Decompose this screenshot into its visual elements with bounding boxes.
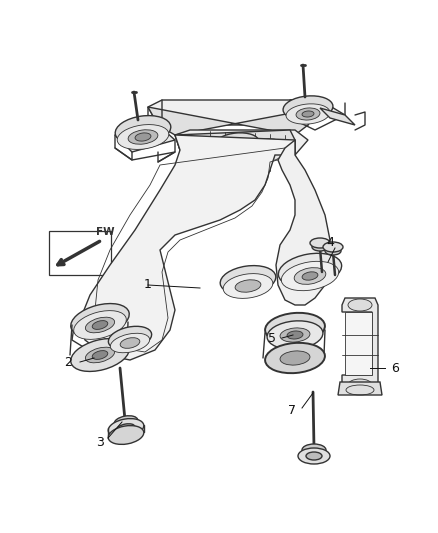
Polygon shape	[345, 312, 372, 375]
Polygon shape	[148, 107, 318, 135]
Ellipse shape	[108, 418, 144, 438]
Text: 5: 5	[268, 332, 276, 344]
Text: 2: 2	[64, 356, 72, 368]
Ellipse shape	[348, 379, 372, 391]
Ellipse shape	[85, 317, 115, 333]
Polygon shape	[80, 135, 295, 360]
Ellipse shape	[256, 150, 274, 158]
Ellipse shape	[348, 299, 372, 311]
Ellipse shape	[296, 108, 320, 120]
Ellipse shape	[117, 424, 135, 432]
Ellipse shape	[287, 331, 303, 339]
Ellipse shape	[92, 351, 108, 359]
Ellipse shape	[114, 416, 138, 428]
Ellipse shape	[280, 328, 310, 342]
Text: 1: 1	[144, 279, 152, 292]
Ellipse shape	[323, 242, 343, 252]
Ellipse shape	[265, 343, 325, 373]
Polygon shape	[115, 125, 175, 152]
Ellipse shape	[117, 125, 169, 149]
Ellipse shape	[294, 268, 326, 284]
Ellipse shape	[302, 272, 318, 280]
Ellipse shape	[217, 140, 257, 158]
Polygon shape	[338, 382, 382, 395]
Ellipse shape	[135, 133, 151, 141]
Polygon shape	[295, 100, 340, 118]
Ellipse shape	[247, 146, 283, 162]
Text: FW: FW	[96, 227, 115, 237]
Ellipse shape	[280, 351, 310, 365]
Text: 7: 7	[288, 403, 296, 416]
Ellipse shape	[71, 304, 129, 336]
Text: 6: 6	[391, 361, 399, 375]
Ellipse shape	[120, 338, 140, 348]
Ellipse shape	[85, 347, 115, 363]
Ellipse shape	[235, 280, 261, 292]
Polygon shape	[276, 140, 332, 305]
Ellipse shape	[306, 452, 322, 460]
Ellipse shape	[312, 243, 328, 251]
Ellipse shape	[108, 426, 144, 445]
Ellipse shape	[108, 326, 152, 350]
Ellipse shape	[223, 273, 273, 298]
Ellipse shape	[281, 261, 339, 290]
Ellipse shape	[227, 144, 247, 154]
Ellipse shape	[302, 111, 314, 117]
Ellipse shape	[286, 104, 330, 124]
Polygon shape	[320, 108, 355, 125]
Ellipse shape	[115, 116, 171, 144]
Ellipse shape	[310, 238, 330, 248]
Ellipse shape	[74, 311, 126, 340]
Ellipse shape	[245, 139, 285, 157]
Ellipse shape	[325, 247, 341, 255]
Ellipse shape	[279, 253, 342, 287]
Polygon shape	[342, 298, 378, 392]
Ellipse shape	[71, 338, 129, 372]
Polygon shape	[175, 130, 308, 155]
Ellipse shape	[283, 96, 333, 120]
Ellipse shape	[298, 448, 330, 464]
Ellipse shape	[220, 265, 276, 294]
Ellipse shape	[92, 321, 108, 329]
Ellipse shape	[128, 130, 158, 144]
Text: 4: 4	[326, 236, 334, 248]
Polygon shape	[175, 130, 295, 165]
Polygon shape	[290, 100, 345, 115]
Ellipse shape	[267, 321, 323, 349]
Ellipse shape	[265, 313, 325, 343]
Ellipse shape	[110, 333, 150, 353]
Ellipse shape	[215, 133, 259, 153]
Ellipse shape	[302, 444, 326, 456]
Polygon shape	[148, 100, 318, 125]
Text: 3: 3	[96, 435, 104, 448]
